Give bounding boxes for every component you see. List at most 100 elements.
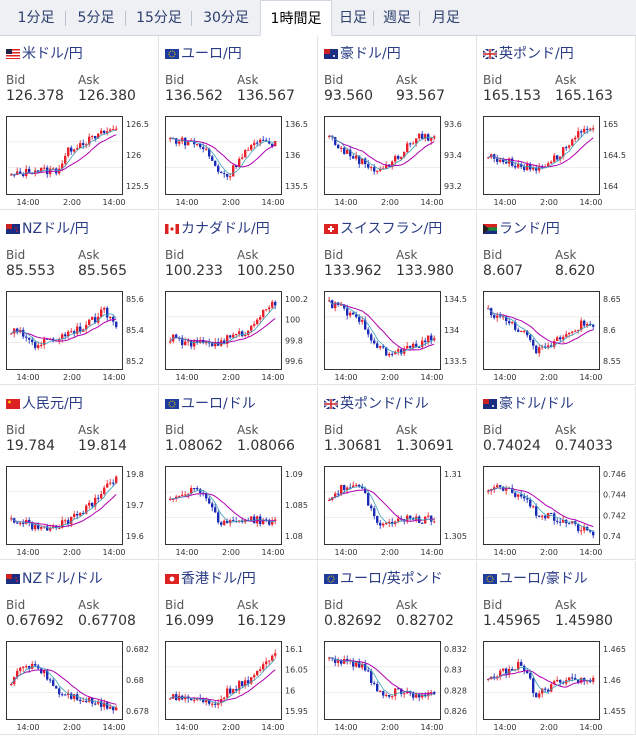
moving-average-short [328,300,435,354]
rate-card[interactable]: 豪ドル/円 Bid Ask 93.560 93.567 14:00 2:00 14:00 93.… [318,36,477,210]
tab-8[interactable]: 月足 [432,10,460,26]
pair-name[interactable]: NZドル/円 [22,221,89,237]
candle-body [337,144,340,149]
candle-body [505,668,508,675]
candle-body [391,521,394,525]
pair-title[interactable]: NZドル/ドル [6,568,103,588]
pair-title[interactable]: NZドル/円 [6,218,89,238]
candle-body [571,139,574,146]
pair-title[interactable]: スイスフラン/円 [324,218,442,238]
pair-name[interactable]: ランド/円 [499,221,560,237]
candle-body [334,658,337,663]
pair-name[interactable]: 英ポンド/ドル [340,396,429,412]
tab-separator [419,11,420,26]
rate-card[interactable]: ユーロ/英ポンド Bid Ask 0.82692 0.82702 14:00 2:00 14:… [318,561,477,735]
rate-card[interactable]: ユーロ/円 Bid Ask 136.562 136.567 14:00 2:00 14:00 1… [159,36,318,210]
rate-card[interactable]: 米ドル/円 Bid Ask 126.378 126.380 14:00 2:00 14:00 1… [0,36,159,210]
rate-card[interactable]: ユーロ/ドル Bid Ask 1.08062 1.08066 14:00 2:00 14:00… [159,386,318,560]
rate-card[interactable]: 豪ドル/ドル Bid Ask 0.74024 0.74033 14:00 2:00 14:00… [477,386,636,560]
pair-name[interactable]: カナダドル/円 [181,221,270,237]
rate-card[interactable]: 英ポンド/ドル Bid Ask 1.30681 1.30691 14:00 2:00 14:0… [318,386,477,560]
pair-title[interactable]: 豪ドル/円 [324,43,401,63]
rate-card[interactable]: スイスフラン/円 Bid Ask 133.962 133.980 14:00 2:00 14:… [318,211,477,385]
tab-4[interactable]: 30分足 [203,10,249,26]
x-tick-label: 2:00 [222,198,240,207]
pair-title[interactable]: 豪ドル/ドル [483,393,574,413]
rate-card[interactable]: ユーロ/豪ドル Bid Ask 1.45965 1.45980 14:00 2:00 14:0… [477,561,636,735]
candle-body [343,659,346,664]
candle-body [208,699,211,704]
pair-name[interactable]: 人民元/円 [22,396,83,412]
candle-body [199,339,202,343]
candle-body [100,701,103,707]
candle-body [526,163,529,170]
tab-2[interactable]: 5分足 [77,10,115,26]
pair-title[interactable]: 英ポンド/ドル [323,393,429,413]
rate-card[interactable]: NZドル/円 Bid Ask 85.553 85.565 14:00 2:00 14:00 85… [0,211,159,385]
candle-body [109,482,112,484]
pair-title[interactable]: ユーロ/英ポンド [324,568,443,588]
candle-body [253,516,256,524]
ask-value: 133.980 [396,263,454,279]
candle-body [538,166,541,171]
y-tick-label: 1.09 [285,470,303,479]
tab-7[interactable]: 週足 [383,10,411,26]
candle-body [388,353,391,356]
tab-6[interactable]: 日足 [339,10,367,26]
rate-card[interactable]: NZドル/ドル Bid Ask 0.67692 0.67708 14:00 2:00 14:0… [0,561,159,735]
flag-icon [324,572,338,584]
pair-title[interactable]: 英ポンド/円 [482,43,574,63]
pair-title[interactable]: カナダドル/円 [165,218,270,238]
pair-name[interactable]: ユーロ/ドル [181,396,256,412]
candle-body [226,520,229,524]
candle-body [517,163,520,168]
candle-body [523,330,526,332]
candle-body [367,493,370,506]
pair-name[interactable]: ユーロ/豪ドル [499,571,588,587]
pair-name[interactable]: スイスフラン/円 [340,221,443,237]
candle-body [520,331,523,333]
candle-body [373,167,376,172]
candle-body [547,689,550,692]
tab-1[interactable]: 1分足 [17,10,55,26]
x-tick-label: 2:00 [540,373,558,382]
rate-card[interactable]: 人民元/円 Bid Ask 19.784 19.814 14:00 2:00 14:00 19.… [0,386,159,560]
candle-body [58,688,61,695]
pair-name[interactable]: ユーロ/円 [181,46,242,62]
pair-title[interactable]: ユーロ/ドル [165,393,256,413]
rate-card[interactable]: 英ポンド/円 Bid Ask 165.153 165.163 14:00 2:00 14:00… [477,36,636,210]
candle-body [31,339,34,343]
ask-value: 93.567 [396,88,445,104]
candle-body [496,158,499,162]
pair-name[interactable]: 香港ドル/円 [181,571,256,587]
tab-3[interactable]: 15分足 [136,10,182,26]
candle-body [241,157,244,159]
pair-title[interactable]: ランド/円 [483,218,560,238]
pair-name[interactable]: 豪ドル/円 [340,46,401,62]
rate-card[interactable]: カナダドル/円 Bid Ask 100.233 100.250 14:00 2:00 14:0… [159,211,318,385]
pair-title[interactable]: ユーロ/豪ドル [483,568,588,588]
pair-name[interactable]: 米ドル/円 [22,46,83,62]
candle-body [544,688,547,690]
flag-icon [165,47,179,59]
candle-body [505,316,508,322]
moving-average-short [10,665,117,708]
pair-name[interactable]: 英ポンド/円 [499,46,574,62]
rate-card[interactable]: 香港ドル/円 Bid Ask 16.099 16.129 14:00 2:00 14:00 16… [159,561,318,735]
pair-title[interactable]: 人民元/円 [6,393,83,413]
tab-5[interactable]: 1時間足 [260,0,332,36]
pair-title[interactable]: ユーロ/円 [165,43,242,63]
pair-name[interactable]: NZドル/ドル [22,571,103,587]
pair-name[interactable]: ユーロ/英ポンド [340,571,443,587]
candle-body [535,167,538,171]
pair-name[interactable]: 豪ドル/ドル [499,396,574,412]
pair-title[interactable]: 米ドル/円 [6,43,83,63]
moving-average-long [488,670,594,688]
rate-card[interactable]: ランド/円 Bid Ask 8.607 8.620 14:00 2:00 14:00 8.65 8… [477,211,636,385]
x-tick-label: 2:00 [222,373,240,382]
candle-body [499,315,502,317]
pair-title[interactable]: 香港ドル/円 [165,568,256,588]
tab-separator [191,11,192,26]
candle-body [424,340,427,343]
candle-body [406,515,409,522]
